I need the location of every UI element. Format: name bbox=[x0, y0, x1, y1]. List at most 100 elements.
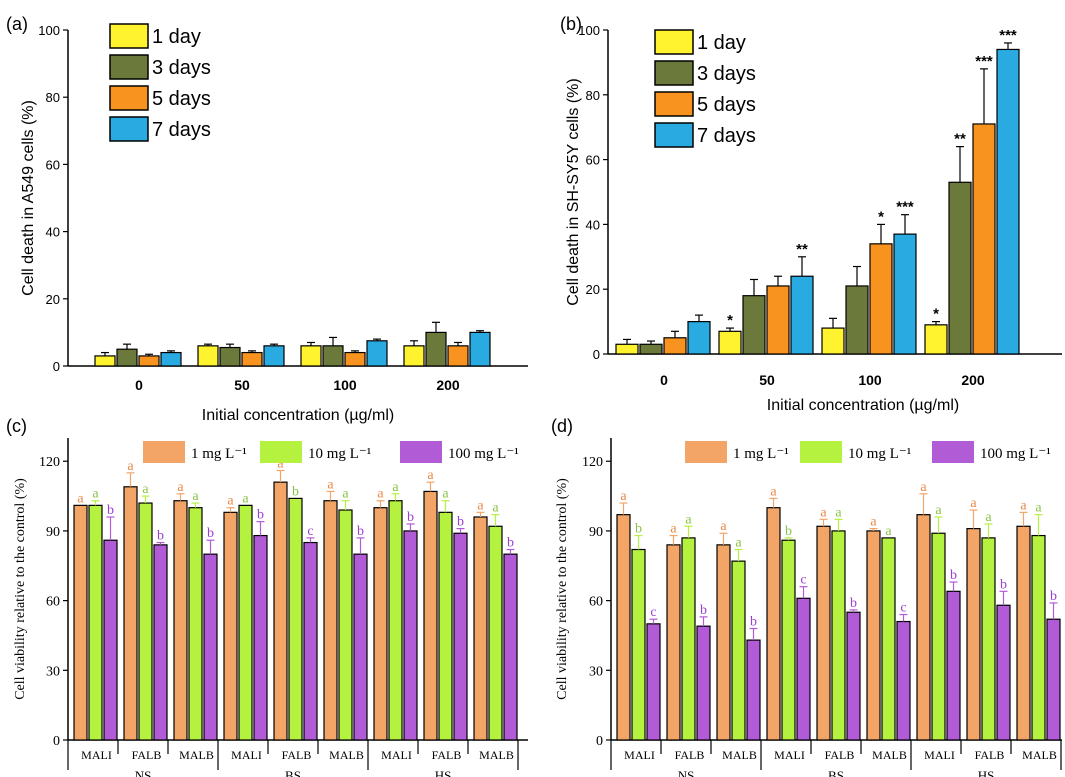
x-tick-label: 200 bbox=[961, 372, 985, 388]
significance-label: b bbox=[750, 614, 757, 629]
bar-7days bbox=[893, 233, 917, 355]
significance-label: b bbox=[785, 524, 792, 539]
significance-label: c bbox=[650, 605, 656, 620]
x-tick-label: MALI bbox=[774, 748, 805, 762]
y-tick-label: 60 bbox=[46, 595, 60, 610]
x-tick-label: MALB bbox=[722, 748, 757, 762]
bar-5days bbox=[138, 355, 160, 367]
bar-100mgl bbox=[403, 530, 418, 741]
significance-label: a bbox=[735, 536, 742, 551]
x-tick-label: 50 bbox=[234, 377, 250, 393]
bar-1mgl bbox=[173, 500, 188, 741]
y-axis-label: Cell death in SH-SY5Y cells (%) bbox=[565, 78, 582, 305]
bar-1day bbox=[615, 343, 639, 355]
significance-label: a bbox=[177, 480, 184, 495]
bar-100mgl bbox=[103, 539, 118, 741]
legend-swatch bbox=[800, 441, 842, 463]
bar-7days bbox=[160, 351, 182, 367]
group-label: NS bbox=[678, 768, 695, 777]
bar-1mgl bbox=[716, 544, 731, 741]
significance-label: a bbox=[492, 501, 499, 516]
bar-10mgl bbox=[488, 525, 503, 741]
bar-10mgl bbox=[138, 502, 153, 741]
legend-swatch bbox=[109, 23, 149, 49]
significance-label: a bbox=[835, 505, 842, 520]
legend-swatch bbox=[109, 54, 149, 80]
legend-swatch bbox=[654, 29, 694, 55]
bar-1mgl bbox=[373, 507, 388, 741]
bar-100mgl bbox=[846, 611, 861, 741]
legend-label: 7 days bbox=[697, 125, 756, 147]
bar-10mgl bbox=[631, 548, 646, 741]
bar-1mgl bbox=[966, 527, 981, 741]
y-tick-label: 60 bbox=[46, 157, 60, 172]
y-tick-label: 90 bbox=[589, 525, 603, 540]
legend-swatch bbox=[260, 441, 302, 463]
significance-label: *** bbox=[896, 199, 914, 216]
y-tick-label: 0 bbox=[53, 734, 60, 749]
legend-label: 100 mg L⁻¹ bbox=[980, 446, 1051, 462]
bar-10mgl bbox=[781, 539, 796, 741]
x-tick-label: MALB bbox=[329, 748, 364, 762]
significance-label: b bbox=[357, 524, 364, 539]
bar-7days bbox=[687, 321, 711, 355]
panel-label: (b) bbox=[560, 14, 582, 34]
bar-1mgl bbox=[323, 500, 338, 741]
significance-label: a bbox=[442, 487, 449, 502]
bar-10mgl bbox=[288, 497, 303, 741]
significance-label: * bbox=[878, 208, 884, 225]
significance-label: a bbox=[935, 503, 942, 518]
bar-3days bbox=[219, 346, 241, 367]
bar-100mgl bbox=[353, 553, 368, 741]
significance-label: a bbox=[227, 494, 234, 509]
panel-label: (a) bbox=[6, 14, 28, 34]
x-tick-label: MALB bbox=[179, 748, 214, 762]
bar-1mgl bbox=[816, 525, 831, 741]
x-axis-label: Initial concentration (µg/ml) bbox=[767, 397, 959, 414]
bar-5days bbox=[344, 351, 366, 367]
bar-1mgl bbox=[766, 507, 781, 741]
panel-c: (c) 0 30 60 90 120 Cell viability relative to … bbox=[6, 416, 528, 777]
bar-10mgl bbox=[338, 509, 353, 741]
bar-10mgl bbox=[831, 530, 846, 741]
bar-100mgl bbox=[203, 553, 218, 741]
legend-swatch bbox=[654, 91, 694, 117]
significance-label: * bbox=[727, 312, 733, 329]
significance-label: a bbox=[920, 480, 927, 495]
significance-label: b bbox=[257, 508, 264, 523]
significance-label: b bbox=[950, 568, 957, 583]
legend-swatch bbox=[932, 441, 974, 463]
y-tick-label: 20 bbox=[46, 292, 60, 307]
bar-10mgl bbox=[438, 511, 453, 741]
bar-5days bbox=[766, 285, 790, 355]
significance-label: a bbox=[92, 487, 99, 502]
significance-label: a bbox=[985, 510, 992, 525]
panel-a: (a) 0 20 40 60 80 100 Cell death in A549 cells … bbox=[6, 14, 528, 424]
significance-label: *** bbox=[975, 53, 993, 70]
bar-5days bbox=[972, 123, 996, 355]
bar-10mgl bbox=[731, 560, 746, 741]
x-axis-label: Initial concentration (µg/ml) bbox=[202, 407, 394, 424]
y-tick-label: 120 bbox=[39, 455, 60, 470]
bar-10mgl bbox=[1031, 534, 1046, 741]
significance-label: c bbox=[900, 601, 906, 616]
significance-label: b bbox=[850, 596, 857, 611]
y-tick-label: 60 bbox=[586, 153, 600, 168]
significance-label: a bbox=[770, 484, 777, 499]
bar-100mgl bbox=[796, 597, 811, 741]
x-tick-label: FALB bbox=[825, 748, 855, 762]
bar-3days bbox=[948, 181, 972, 355]
x-tick-label: 50 bbox=[759, 372, 775, 388]
x-tick-label: MALB bbox=[872, 748, 907, 762]
x-tick-label: MALB bbox=[479, 748, 514, 762]
x-tick-label: MALI bbox=[381, 748, 412, 762]
y-tick-label: 0 bbox=[596, 734, 603, 749]
bar-100mgl bbox=[1046, 618, 1061, 741]
x-tick-label: MALI bbox=[81, 748, 112, 762]
significance-label: a bbox=[277, 457, 284, 472]
bar-3days bbox=[322, 345, 344, 367]
bar-100mgl bbox=[503, 553, 518, 741]
y-tick-label: 90 bbox=[46, 525, 60, 540]
significance-label: a bbox=[970, 496, 977, 511]
